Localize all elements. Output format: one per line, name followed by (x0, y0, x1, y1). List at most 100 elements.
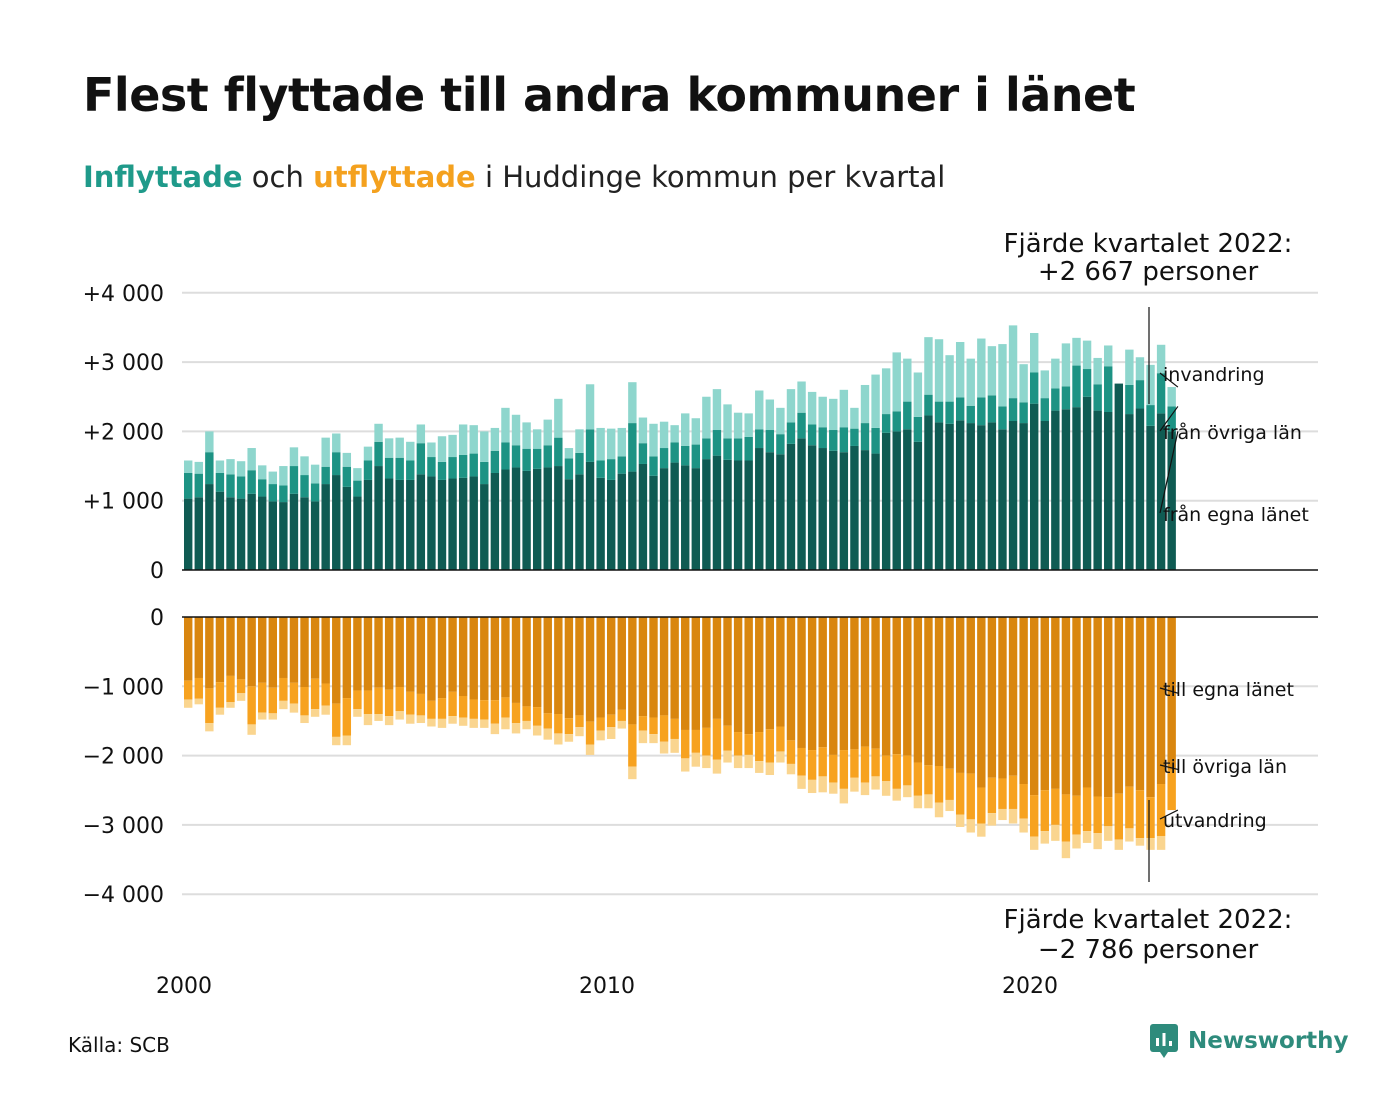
outflow-bar-till-övriga-län (871, 748, 880, 777)
outflow-bar-utvandring (575, 727, 584, 737)
inflow-bar-från-övriga-län (1082, 369, 1092, 397)
inflow-bar-invandring (406, 441, 415, 461)
inflow-bar-invandring (786, 389, 796, 423)
outflow-bar-utvandring (1008, 808, 1018, 824)
inflow-bar-invandring (702, 396, 711, 439)
inflow-bar-invandring (215, 460, 225, 473)
outflow-bar-till-övriga-län (501, 697, 510, 718)
inflow-bar-från-övriga-län (268, 484, 277, 502)
inflow-bar-från-egna-länet (1146, 425, 1155, 570)
inflow-bar-från-övriga-län (744, 436, 753, 461)
inflow-bar-invandring (744, 413, 753, 437)
outflow-bar-utvandring (374, 714, 383, 721)
outflow-bar-till-övriga-län (744, 734, 753, 755)
inflow-bar-från-övriga-län (945, 401, 954, 424)
inflow-bar-från-övriga-län (1019, 402, 1028, 424)
inflow-bar-invandring (1019, 364, 1028, 403)
inflow-bar-från-egna-länet (406, 479, 415, 570)
inflow-bar-invandring (1104, 345, 1113, 367)
inflow-y-tick-label: +4 000 (83, 282, 164, 307)
inflow-bar-från-övriga-län (406, 460, 415, 480)
outflow-bar-utvandring (406, 714, 415, 724)
inflow-segment-label: invandring (1163, 364, 1265, 386)
outflow-bar-till-övriga-län (532, 707, 542, 726)
outflow-bar-utvandring (490, 723, 500, 735)
inflow-bar-från-egna-länet (543, 467, 552, 570)
outflow-bar-till-övriga-län (1072, 795, 1081, 835)
inflow-bar-från-övriga-län (395, 457, 404, 480)
inflow-bar-invandring (480, 431, 489, 462)
outflow-bar-till-övriga-län (681, 729, 690, 759)
outflow-bar-till-egna-länet (1019, 617, 1028, 785)
inflow-bar-invandring (332, 433, 341, 453)
outflow-bar-till-egna-länet (913, 617, 923, 763)
outflow-bar-utvandring (1156, 835, 1166, 850)
inflow-bar-invandring (1135, 357, 1145, 381)
outflow-segment-leader (1159, 764, 1179, 771)
inflow-bar-invandring (955, 342, 965, 398)
inflow-bar-från-egna-länet (638, 463, 648, 570)
inflow-bar-invandring (839, 389, 849, 428)
inflow-bar-från-egna-länet (1040, 421, 1049, 570)
outflow-bar-till-egna-länet (384, 617, 394, 690)
inflow-bar-invandring (532, 429, 542, 449)
outflow-bar-till-övriga-län (585, 721, 595, 745)
inflow-bar-från-egna-länet (1156, 413, 1166, 570)
outflow-bar-till-egna-länet (659, 617, 669, 716)
outflow-bar-till-egna-länet (342, 617, 352, 699)
inflow-bar-från-övriga-län (236, 476, 246, 499)
outflow-bar-till-egna-länet (532, 617, 542, 708)
outflow-bar-utvandring (1040, 831, 1049, 844)
outflow-bar-utvandring (1030, 836, 1039, 850)
outflow-bar-utvandring (532, 725, 542, 736)
outflow-bar-till-egna-länet (353, 617, 362, 691)
inflow-bar-från-egna-länet (448, 478, 457, 570)
outflow-bar-till-övriga-län (226, 675, 235, 703)
inflow-bar-från-övriga-län (1104, 366, 1113, 412)
inflow-bar-invandring (924, 337, 933, 395)
outflow-bar-till-övriga-län (279, 677, 288, 701)
outflow-bar-till-övriga-län (1030, 795, 1039, 837)
inflow-bar-från-egna-länet (1019, 423, 1028, 570)
inflow-bar-invandring (300, 456, 309, 476)
inflow-annotation-line1: Fjärde kvartalet 2022: (1004, 229, 1293, 259)
outflow-bar-till-övriga-län (480, 700, 489, 720)
inflow-bar-invandring (1125, 349, 1134, 385)
outflow-bar-till-egna-länet (289, 617, 299, 683)
inflow-bar-från-egna-länet (332, 475, 341, 570)
inflow-bar-från-övriga-län (1051, 388, 1060, 411)
inflow-bar-invandring (797, 381, 806, 413)
inflow-bar-från-egna-länet (300, 497, 309, 570)
inflow-bar-från-övriga-län (712, 430, 722, 456)
inflow-bar-invandring (934, 339, 944, 402)
outflow-bar-till-egna-länet (268, 617, 277, 688)
inflow-bar-invandring (850, 407, 859, 429)
outflow-bar-utvandring (236, 693, 246, 701)
outflow-bar-till-egna-länet (649, 617, 658, 718)
inflow-bar-invandring (1072, 337, 1081, 366)
inflow-bar-från-egna-länet (839, 452, 849, 570)
inflow-bar-från-övriga-län (1146, 405, 1155, 426)
outflow-bar-till-övriga-län (300, 686, 309, 716)
outflow-bar-till-egna-länet (1135, 617, 1145, 791)
inflow-bar-från-egna-länet (279, 502, 288, 570)
outflow-bar-till-egna-länet (247, 617, 256, 687)
inflow-bar-invandring (416, 424, 426, 444)
inflow-bar-invandring (945, 355, 954, 402)
inflow-bar-från-egna-länet (289, 493, 299, 570)
source-note: Källa: SCB (68, 1033, 170, 1057)
outflow-bar-utvandring (1051, 824, 1060, 841)
inflow-annotation-line2: +2 667 personer (1038, 257, 1259, 287)
inflow-bar-invandring (649, 423, 658, 457)
inflow-bar-från-egna-länet (659, 468, 669, 570)
inflow-bar-från-egna-länet (966, 423, 975, 570)
outflow-bar-utvandring (1082, 831, 1092, 843)
inflow-bar-från-övriga-län (829, 430, 838, 451)
outflow-bar-till-egna-länet (903, 617, 912, 756)
inflow-bar-från-egna-länet (184, 498, 193, 570)
x-tick-label: 2000 (156, 974, 212, 999)
inflow-bar-invandring (998, 344, 1007, 407)
inflow-bar-invandring (681, 413, 690, 446)
outflow-bar-till-övriga-län (374, 687, 383, 715)
outflow-bar-till-övriga-län (776, 726, 785, 752)
